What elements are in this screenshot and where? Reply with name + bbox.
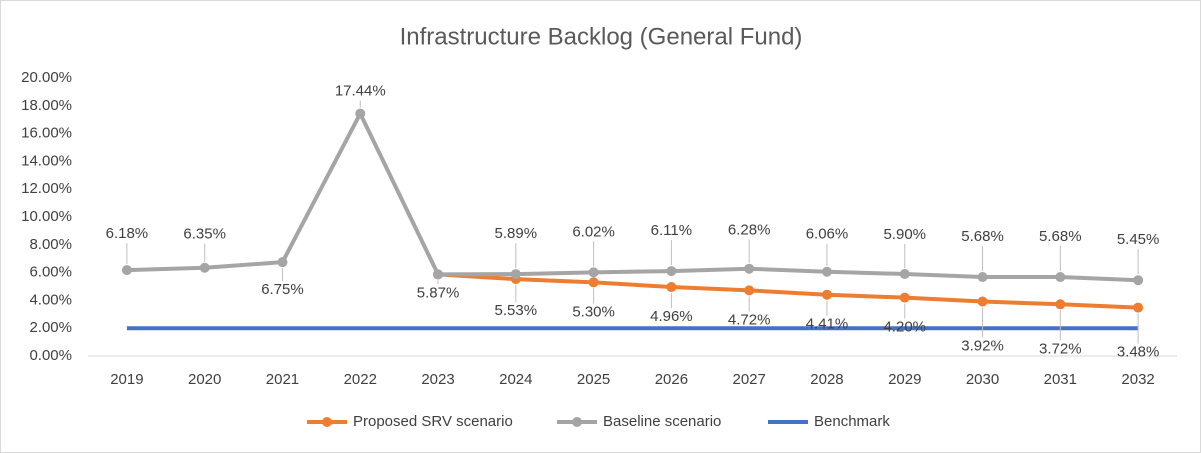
data-label: 6.11%	[651, 222, 692, 239]
x-tick-label: 2031	[1044, 371, 1077, 388]
y-tick-label: 4.00%	[29, 291, 72, 308]
data-label: 3.48%	[1117, 344, 1160, 361]
x-tick-label: 2023	[421, 371, 454, 388]
y-tick-label: 0.00%	[29, 347, 72, 364]
data-point	[744, 285, 755, 296]
data-label: 5.30%	[572, 303, 615, 320]
data-label: 5.45%	[1117, 231, 1160, 248]
data-point	[666, 266, 677, 277]
legend-label: Proposed SRV scenario	[353, 413, 513, 430]
data-point	[821, 266, 832, 277]
data-point	[121, 265, 132, 276]
data-point	[277, 257, 288, 268]
chart-title: Infrastructure Backlog (General Fund)	[400, 23, 803, 50]
data-point	[1133, 302, 1144, 313]
data-label: 5.68%	[1039, 228, 1082, 245]
data-point	[821, 289, 832, 300]
data-label: 6.28%	[728, 222, 771, 239]
data-point	[899, 292, 910, 303]
y-tick-label: 6.00%	[29, 264, 72, 281]
legend-label: Baseline scenario	[603, 413, 721, 430]
x-tick-label: 2019	[110, 371, 143, 388]
data-point	[199, 262, 210, 273]
x-tick-label: 2030	[966, 371, 999, 388]
x-tick-label: 2027	[732, 371, 765, 388]
data-label: 6.06%	[806, 226, 849, 243]
y-tick-label: 10.00%	[21, 208, 72, 225]
data-label: 3.72%	[1039, 340, 1082, 357]
data-label: 4.96%	[650, 308, 693, 325]
data-point	[1133, 275, 1144, 286]
legend-marker	[322, 417, 332, 427]
data-point	[666, 282, 677, 293]
data-point	[588, 267, 599, 278]
data-point	[977, 272, 988, 283]
data-point	[1055, 272, 1066, 283]
data-label: 6.35%	[183, 226, 226, 243]
data-label: 5.90%	[883, 226, 926, 243]
x-tick-label: 2028	[810, 371, 843, 388]
data-point	[899, 268, 910, 279]
data-label: 4.20%	[883, 319, 926, 336]
x-tick-label: 2021	[266, 371, 299, 388]
data-label: 5.89%	[495, 225, 538, 242]
x-tick-label: 2020	[188, 371, 221, 388]
x-tick-label: 2026	[655, 371, 688, 388]
y-tick-label: 20.00%	[21, 69, 72, 86]
data-label: 3.92%	[961, 337, 1004, 354]
x-tick-label: 2029	[888, 371, 921, 388]
y-tick-label: 8.00%	[29, 236, 72, 253]
data-label: 5.68%	[961, 228, 1004, 245]
series-line	[126, 111, 1139, 283]
data-point	[1055, 299, 1066, 310]
x-tick-label: 2025	[577, 371, 610, 388]
y-tick-label: 2.00%	[29, 319, 72, 336]
x-tick-label: 2024	[499, 371, 532, 388]
data-label: 6.18%	[106, 225, 149, 242]
data-point	[588, 277, 599, 288]
data-point	[744, 263, 755, 274]
legend-label: Benchmark	[814, 413, 890, 430]
y-tick-label: 14.00%	[21, 152, 72, 169]
y-tick-label: 12.00%	[21, 180, 72, 197]
data-label: 4.41%	[806, 316, 849, 333]
data-label: 5.53%	[495, 302, 538, 319]
y-tick-label: 16.00%	[21, 125, 72, 142]
data-label: 6.02%	[572, 223, 615, 240]
data-point	[433, 269, 444, 280]
x-tick-label: 2022	[344, 371, 377, 388]
x-tick-label: 2032	[1121, 371, 1154, 388]
legend-marker	[572, 417, 582, 427]
data-point	[510, 269, 521, 280]
data-point	[355, 108, 366, 119]
y-tick-label: 18.00%	[21, 97, 72, 114]
series-line	[437, 272, 1139, 310]
data-label: 6.75%	[261, 281, 304, 298]
data-label: 17.44%	[335, 83, 386, 100]
data-label: 4.72%	[728, 311, 771, 328]
data-label: 5.87%	[417, 284, 460, 301]
data-point	[977, 296, 988, 307]
